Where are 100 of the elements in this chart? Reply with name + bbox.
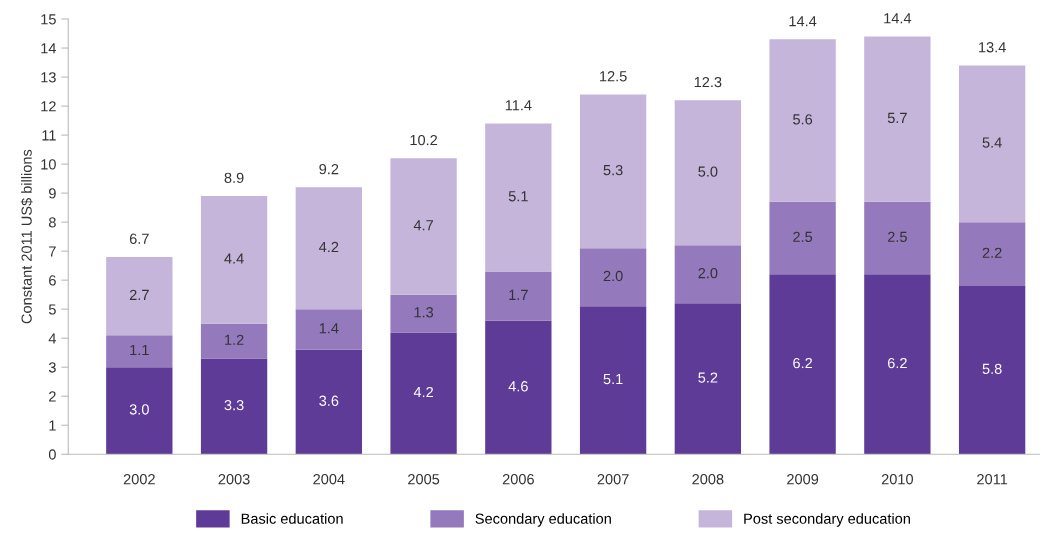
total-label: 8.9 (224, 172, 244, 183)
data-label: 5.3 (603, 164, 623, 176)
y-axis-title: Constant 2011 US$ billions (20, 149, 33, 324)
data-label: 1.4 (319, 323, 339, 334)
x-tick-label: 2011 (977, 474, 1008, 485)
bar (295, 349, 362, 455)
total-label: 11.4 (505, 100, 532, 111)
data-label: 2.5 (887, 231, 907, 243)
bar (106, 335, 173, 368)
y-tick-label: 11 (42, 130, 56, 141)
y-tick-label: 12 (41, 101, 56, 112)
total-label: 14.4 (789, 16, 817, 27)
bar (579, 94, 647, 249)
y-tick-label: 4 (48, 333, 57, 344)
total-label: 9.2 (319, 163, 339, 175)
data-label: 5.7 (887, 112, 907, 124)
bar (674, 100, 742, 246)
bar (769, 201, 836, 275)
data-label: 1.7 (509, 289, 528, 300)
bar (485, 123, 552, 272)
bar (106, 256, 173, 336)
data-label: 6.2 (793, 357, 813, 369)
bar (958, 222, 1026, 286)
y-tick-label: 13 (41, 72, 56, 83)
data-label: 5.1 (508, 191, 528, 202)
x-tick-label: 2007 (597, 474, 629, 485)
legend-label: Basic education (241, 513, 343, 524)
data-label: 5.4 (982, 137, 1002, 148)
y-tick-label: 1 (49, 420, 56, 431)
bar (958, 65, 1026, 223)
total-label: 10.2 (410, 134, 438, 146)
bar (390, 294, 457, 333)
total-label: 12.5 (600, 71, 627, 82)
bar (579, 248, 647, 307)
data-label: 1.3 (414, 307, 434, 318)
data-label: 2.0 (603, 270, 623, 282)
bar (769, 274, 836, 455)
y-tick-label: 0 (48, 449, 56, 460)
legend-label: Post secondary education (744, 513, 910, 527)
data-label: 1.1 (130, 344, 149, 356)
x-tick-label: 2004 (313, 474, 345, 485)
y-tick-label: 9 (49, 188, 56, 199)
bar (485, 320, 552, 455)
x-tick-label: 2002 (123, 474, 155, 485)
legend-label: Secondary education (475, 513, 611, 527)
data-label: 3.3 (224, 399, 244, 411)
x-tick-label: 2005 (408, 474, 440, 485)
bar (200, 323, 268, 359)
data-label: 5.2 (698, 372, 718, 383)
bar (769, 39, 836, 202)
data-label: 2.7 (129, 289, 149, 300)
bar (864, 201, 931, 275)
bar (674, 245, 742, 304)
y-tick-label: 10 (41, 159, 56, 170)
bar (200, 358, 268, 455)
x-tick-label: 2008 (692, 474, 724, 485)
bar (390, 332, 457, 455)
bar (200, 196, 268, 324)
y-tick-label: 7 (49, 246, 56, 257)
bar (485, 271, 552, 321)
data-label: 3.0 (129, 404, 149, 415)
data-label: 4.4 (224, 253, 244, 264)
bar (295, 187, 362, 310)
data-label: 5.6 (793, 114, 813, 125)
data-label: 2.0 (698, 267, 718, 279)
bar (958, 285, 1026, 455)
data-label: 6.2 (887, 357, 907, 369)
data-label: 2.5 (793, 231, 813, 243)
total-label: 13.4 (979, 42, 1006, 53)
data-label: 4.2 (413, 386, 433, 398)
x-tick-label: 2003 (218, 474, 250, 485)
y-tick-label: 8 (48, 217, 56, 228)
bar (864, 36, 931, 202)
bar (106, 367, 173, 455)
x-tick-label: 2010 (881, 474, 914, 485)
bar (579, 306, 647, 455)
y-tick-label: 14 (41, 43, 57, 54)
bar (295, 309, 362, 350)
y-tick-label: 15 (41, 14, 56, 25)
total-label: 14.4 (884, 13, 912, 24)
data-label: 5.8 (982, 363, 1002, 375)
total-label: 12.3 (694, 76, 722, 88)
bar (390, 158, 457, 295)
data-label: 5.0 (698, 166, 718, 177)
data-label: 5.1 (603, 373, 623, 385)
x-tick-label: 2009 (787, 474, 819, 485)
y-tick-label: 6 (49, 275, 56, 286)
bar (674, 303, 742, 455)
data-label: 4.7 (413, 220, 433, 231)
y-tick-label: 3 (48, 362, 56, 373)
data-label: 2.2 (982, 247, 1002, 258)
bar (864, 274, 931, 455)
data-label: 4.2 (319, 241, 339, 253)
data-label: 4.6 (508, 381, 528, 392)
y-tick-label: 5 (48, 304, 56, 315)
data-label: 1.2 (225, 334, 244, 345)
data-label: 3.6 (319, 395, 339, 406)
x-tick-label: 2006 (502, 474, 534, 485)
total-label: 6.7 (129, 233, 149, 244)
y-tick-label: 2 (49, 391, 56, 402)
